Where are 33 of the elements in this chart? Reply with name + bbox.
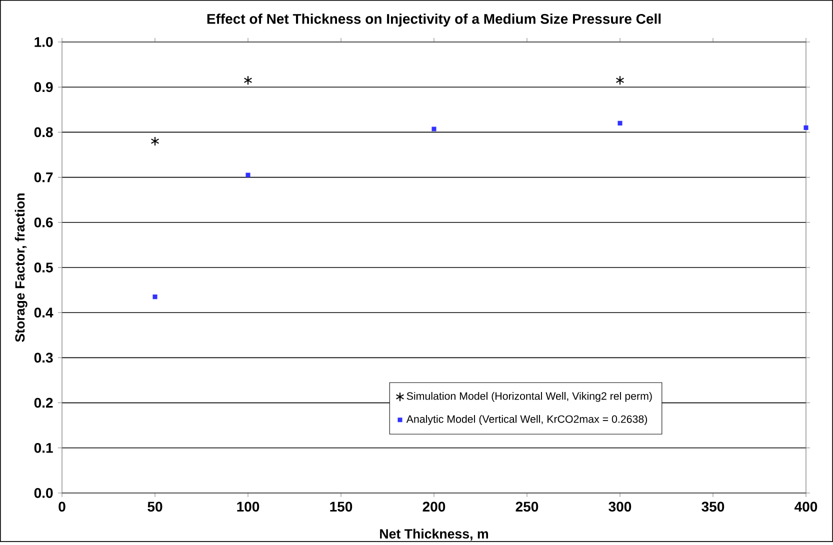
- y-tick-label: 1.0: [34, 37, 53, 47]
- x-tick-label: 50: [148, 502, 162, 512]
- y-tick-label: 0.2: [34, 398, 53, 408]
- y-tick-label: 0.4: [34, 308, 54, 318]
- point: [616, 76, 624, 86]
- y-axis-title: Storage Factor, fraction: [14, 194, 28, 342]
- y-tick-label: 0.3: [34, 352, 53, 363]
- point: [246, 172, 250, 178]
- x-tick-label: 300: [608, 502, 632, 512]
- chart-title: Effect of Net Thickness on Injectivity of a Medium Size Pressure Cell: [207, 14, 661, 27]
- point: [804, 125, 808, 130]
- x-tick-label: 250: [516, 502, 538, 512]
- x-axis-title: Net Thickness, m: [380, 528, 488, 541]
- x-tick-label: 100: [237, 502, 260, 512]
- y-tick-label: 0.8: [34, 127, 53, 138]
- x-tick-label: 0: [58, 502, 66, 512]
- point: [244, 76, 252, 86]
- x-tick-label: 150: [330, 502, 352, 512]
- point: [152, 294, 158, 300]
- y-tick-label: 0.1: [34, 442, 53, 453]
- y-tick-label: 0.5: [34, 262, 53, 272]
- point: [618, 120, 622, 126]
- legend-label: Simulation Model (Horizontal Well, Viking2 rel perm): [406, 392, 652, 402]
- y-tick-label: 0.7: [34, 172, 53, 182]
- y-tick-label: 0.0: [34, 488, 53, 498]
- x-tick-label: 350: [702, 502, 724, 512]
- x-tick-label: 400: [794, 502, 818, 512]
- point: [432, 126, 436, 132]
- y-tick-label: 0.6: [34, 217, 53, 228]
- point: [150, 136, 160, 146]
- legend-label: Analytic Model (Vertical Well, KrCO2max = 0.2638): [406, 415, 648, 425]
- y-tick-label: 0.9: [34, 82, 53, 92]
- x-tick-label: 200: [422, 502, 446, 512]
